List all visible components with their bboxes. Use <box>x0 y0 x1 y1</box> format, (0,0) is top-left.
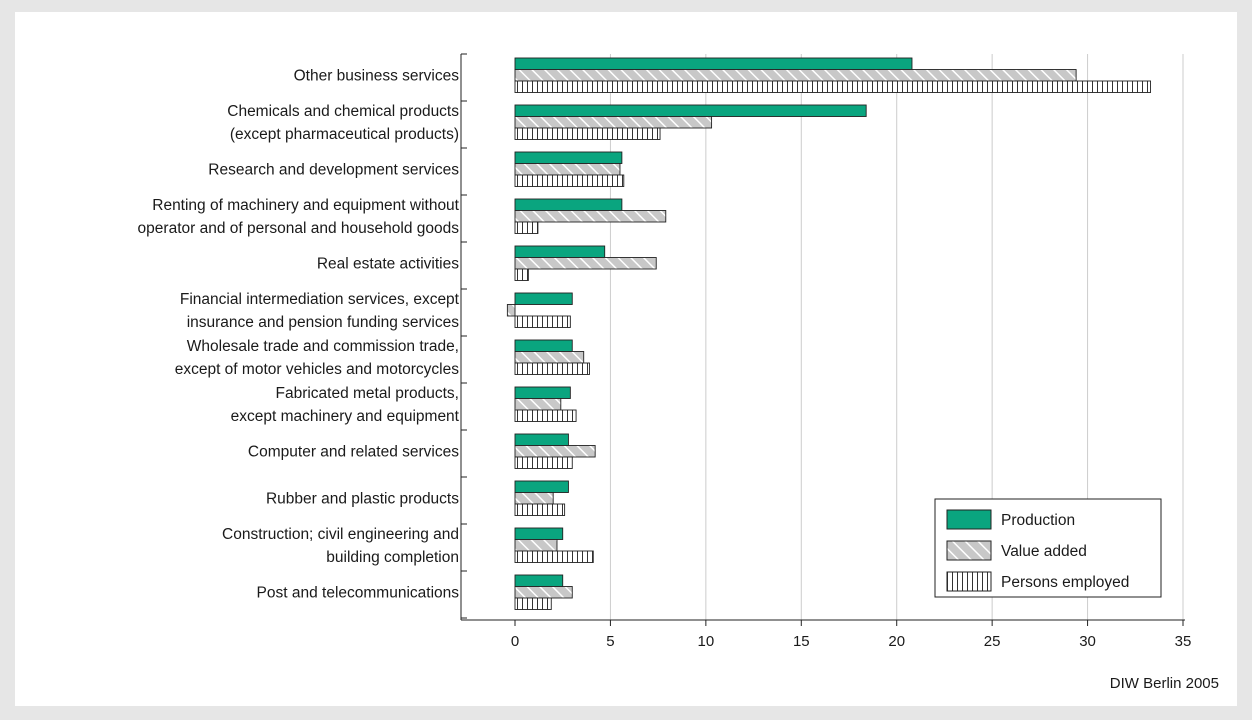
category-label: except machinery and equipment <box>231 408 460 425</box>
x-tick-label-25: 25 <box>984 633 1001 650</box>
gridlines <box>609 54 1184 620</box>
axes: 0 5 10 15 20 25 30 35 <box>460 53 1192 650</box>
legend-label-value-added: Value added <box>1001 543 1087 560</box>
bars <box>506 57 1152 610</box>
category-label: Computer and related services <box>248 443 459 460</box>
bar-value-added-1 <box>514 116 713 129</box>
bar-value-added-9 <box>514 492 554 505</box>
bar-production-10 <box>514 527 564 540</box>
category-label: Real estate activities <box>317 255 459 272</box>
legend-label-persons-employed: Persons employed <box>1001 574 1129 591</box>
category-label: Rubber and plastic products <box>266 490 459 507</box>
category-label: (except pharmaceutical products) <box>230 126 459 143</box>
bar-persons-employed-2 <box>514 174 625 187</box>
bar-persons-employed-5 <box>514 315 571 328</box>
x-tick-label-35: 35 <box>1175 633 1192 650</box>
bar-persons-employed-9 <box>514 503 566 516</box>
bar-value-added-4 <box>514 257 657 270</box>
bar-value-added-2 <box>514 163 621 176</box>
category-label: Post and telecommunications <box>257 584 460 601</box>
bar-production-1 <box>514 104 867 117</box>
bar-persons-employed-11 <box>514 597 552 610</box>
x-tick-label-10: 10 <box>698 633 715 650</box>
category-label: except of motor vehicles and motorcycles <box>175 361 460 378</box>
bar-persons-employed-10 <box>514 550 594 563</box>
bar-production-3 <box>514 198 623 211</box>
bar-persons-employed-0 <box>514 80 1152 93</box>
legend-swatch-persons-employed <box>946 571 992 592</box>
bar-production-6 <box>514 339 573 352</box>
category-label: Renting of machinery and equipment witho… <box>152 197 459 214</box>
category-label: Fabricated metal products, <box>275 385 459 402</box>
category-label: Other business services <box>294 67 460 84</box>
bar-persons-employed-1 <box>514 127 661 140</box>
bar-persons-employed-4 <box>514 268 529 281</box>
bar-persons-employed-8 <box>514 456 573 469</box>
bar-value-added-0 <box>514 69 1077 82</box>
bar-chart: 0 5 10 15 20 25 30 35 Other business services Ch… <box>138 53 1192 650</box>
bar-production-9 <box>514 480 569 493</box>
bar-value-added-7 <box>514 398 562 411</box>
bar-production-8 <box>514 433 569 446</box>
x-tick-label-30: 30 <box>1079 633 1096 650</box>
bar-persons-employed-6 <box>514 362 590 375</box>
category-label: Construction; civil engineering and <box>222 526 459 543</box>
legend: Production Value added Persons employed <box>934 498 1162 598</box>
source-note: DIW Berlin 2005 <box>1109 675 1219 692</box>
category-label: Chemicals and chemical products <box>227 103 459 120</box>
x-tick-label-20: 20 <box>888 633 905 650</box>
bar-production-7 <box>514 386 571 399</box>
category-label: Financial intermediation services, excep… <box>180 291 460 308</box>
bar-persons-employed-3 <box>514 221 539 234</box>
category-label: Wholesale trade and commission trade, <box>187 338 459 355</box>
bar-value-added-5 <box>506 304 516 317</box>
category-label: Research and development services <box>208 161 459 178</box>
bar-production-5 <box>514 292 573 305</box>
bar-value-added-8 <box>514 445 596 458</box>
category-label: insurance and pension funding services <box>187 314 460 331</box>
x-tick-label-5: 5 <box>606 633 614 650</box>
legend-swatch-production <box>946 509 992 530</box>
chart-panel: 0 5 10 15 20 25 30 35 Other business services Ch… <box>15 12 1237 706</box>
legend-label-production: Production <box>1001 512 1075 529</box>
bar-value-added-10 <box>514 539 558 552</box>
bar-production-0 <box>514 57 913 70</box>
bar-production-4 <box>514 245 606 258</box>
category-label: operator and of personal and household g… <box>138 220 460 237</box>
bar-production-11 <box>514 574 564 587</box>
x-tick-label-0: 0 <box>511 633 519 650</box>
category-label: building completion <box>326 549 459 566</box>
bar-persons-employed-7 <box>514 409 577 422</box>
legend-swatch-value-added <box>946 540 992 561</box>
bar-value-added-11 <box>514 586 573 599</box>
bar-production-2 <box>514 151 623 164</box>
bar-value-added-3 <box>514 210 667 223</box>
x-tick-label-15: 15 <box>793 633 810 650</box>
bar-value-added-6 <box>514 351 585 364</box>
category-labels: Other business services Chemicals and che… <box>138 67 460 601</box>
